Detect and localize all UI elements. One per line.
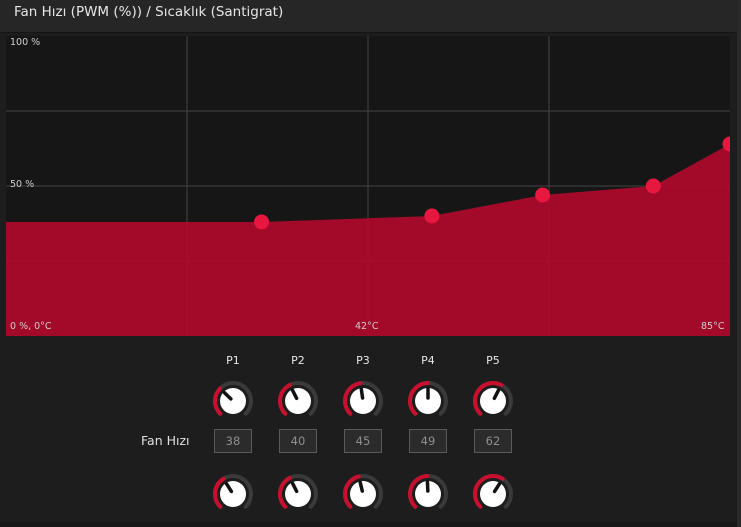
knob-level-arc xyxy=(278,475,292,509)
fan-speed-label: Fan Hızı xyxy=(141,433,190,448)
knob-face xyxy=(480,388,506,414)
knob-level-arc xyxy=(473,381,504,416)
point-label-p3: P3 xyxy=(356,354,370,367)
temp-knob-p4[interactable] xyxy=(407,380,449,422)
knob-face xyxy=(480,481,506,507)
scrollbar[interactable] xyxy=(737,0,741,527)
knob-dial-icon xyxy=(213,381,253,416)
fan-speed-input-p3[interactable] xyxy=(344,429,382,453)
knob-face xyxy=(350,388,376,414)
knob-level-arc xyxy=(473,474,505,509)
knob-face xyxy=(285,388,311,414)
knob-dial-icon xyxy=(408,381,448,416)
temp-knob-p1[interactable] xyxy=(212,380,254,422)
knob-dial-icon xyxy=(473,381,513,416)
knob-dial-icon xyxy=(278,474,318,509)
fan-speed-input-p1[interactable] xyxy=(214,429,252,453)
x-mid-label: 42°C xyxy=(355,321,379,332)
knob-level-arc xyxy=(343,474,361,509)
speed-knob-p1[interactable] xyxy=(212,473,254,515)
knob-level-arc xyxy=(213,476,226,509)
knob-level-arc xyxy=(408,474,430,509)
knob-face xyxy=(415,388,441,414)
knob-pointer xyxy=(290,481,299,494)
knob-level-arc xyxy=(343,381,363,416)
temp-knob-p5[interactable] xyxy=(472,380,514,422)
fan-curve-chart[interactable]: 100 % 50 % 0 %, 0°C 42°C 85°C xyxy=(6,36,730,336)
knob-pointer xyxy=(358,480,365,493)
knob-face xyxy=(415,481,441,507)
knob-face xyxy=(220,481,246,507)
knob-pointer xyxy=(222,390,233,401)
curve-point-p2 xyxy=(424,208,440,224)
page-title: Fan Hızı (PWM (%)) / Sıcaklık (Santigrat… xyxy=(14,4,284,20)
point-label-p5: P5 xyxy=(486,354,500,367)
bottom-border xyxy=(0,522,737,527)
knob-pointer xyxy=(290,388,299,401)
knob-level-arc xyxy=(408,381,430,416)
fan-speed-input-p2[interactable] xyxy=(279,429,317,453)
temp-knob-p2[interactable] xyxy=(277,380,319,422)
x-max-label: 85°C xyxy=(701,321,725,332)
knob-dial-icon xyxy=(343,381,383,416)
y-max-label: 100 % xyxy=(10,37,41,48)
knob-pointer xyxy=(492,388,501,401)
speed-knob-p4[interactable] xyxy=(407,473,449,515)
knob-pointer xyxy=(359,387,365,400)
fan-speed-input-p5[interactable] xyxy=(474,429,512,453)
knob-pointer xyxy=(492,482,502,494)
curve-point-p1 xyxy=(254,214,270,230)
fan-speed-input-p4[interactable] xyxy=(409,429,447,453)
knob-pointer xyxy=(224,482,234,494)
point-label-p4: P4 xyxy=(421,354,435,367)
knob-dial-icon xyxy=(408,474,448,509)
knob-face xyxy=(350,481,376,507)
point-label-p2: P2 xyxy=(291,354,305,367)
temp-knob-p3[interactable] xyxy=(342,380,384,422)
speed-knob-p2[interactable] xyxy=(277,473,319,515)
header-bar: Fan Hızı (PWM (%)) / Sıcaklık (Santigrat… xyxy=(0,0,737,33)
curve-point-p5 xyxy=(722,136,730,152)
speed-knob-p5[interactable] xyxy=(472,473,514,515)
knob-face xyxy=(285,481,311,507)
knob-dial-icon xyxy=(278,381,318,416)
curve-point-p3 xyxy=(535,187,551,203)
knob-dial-icon xyxy=(213,474,253,509)
knob-level-arc xyxy=(278,382,292,416)
curve-point-p4 xyxy=(645,178,661,194)
fan-curve-svg xyxy=(6,36,730,336)
knob-dial-icon xyxy=(343,474,383,509)
knob-level-arc xyxy=(213,386,223,416)
y-mid-label: 50 % xyxy=(10,179,35,190)
fan-curve-area xyxy=(6,144,730,336)
speed-knob-p3[interactable] xyxy=(342,473,384,515)
knob-dial-icon xyxy=(473,474,513,509)
point-label-p1: P1 xyxy=(226,354,240,367)
origin-label: 0 %, 0°C xyxy=(10,321,52,332)
